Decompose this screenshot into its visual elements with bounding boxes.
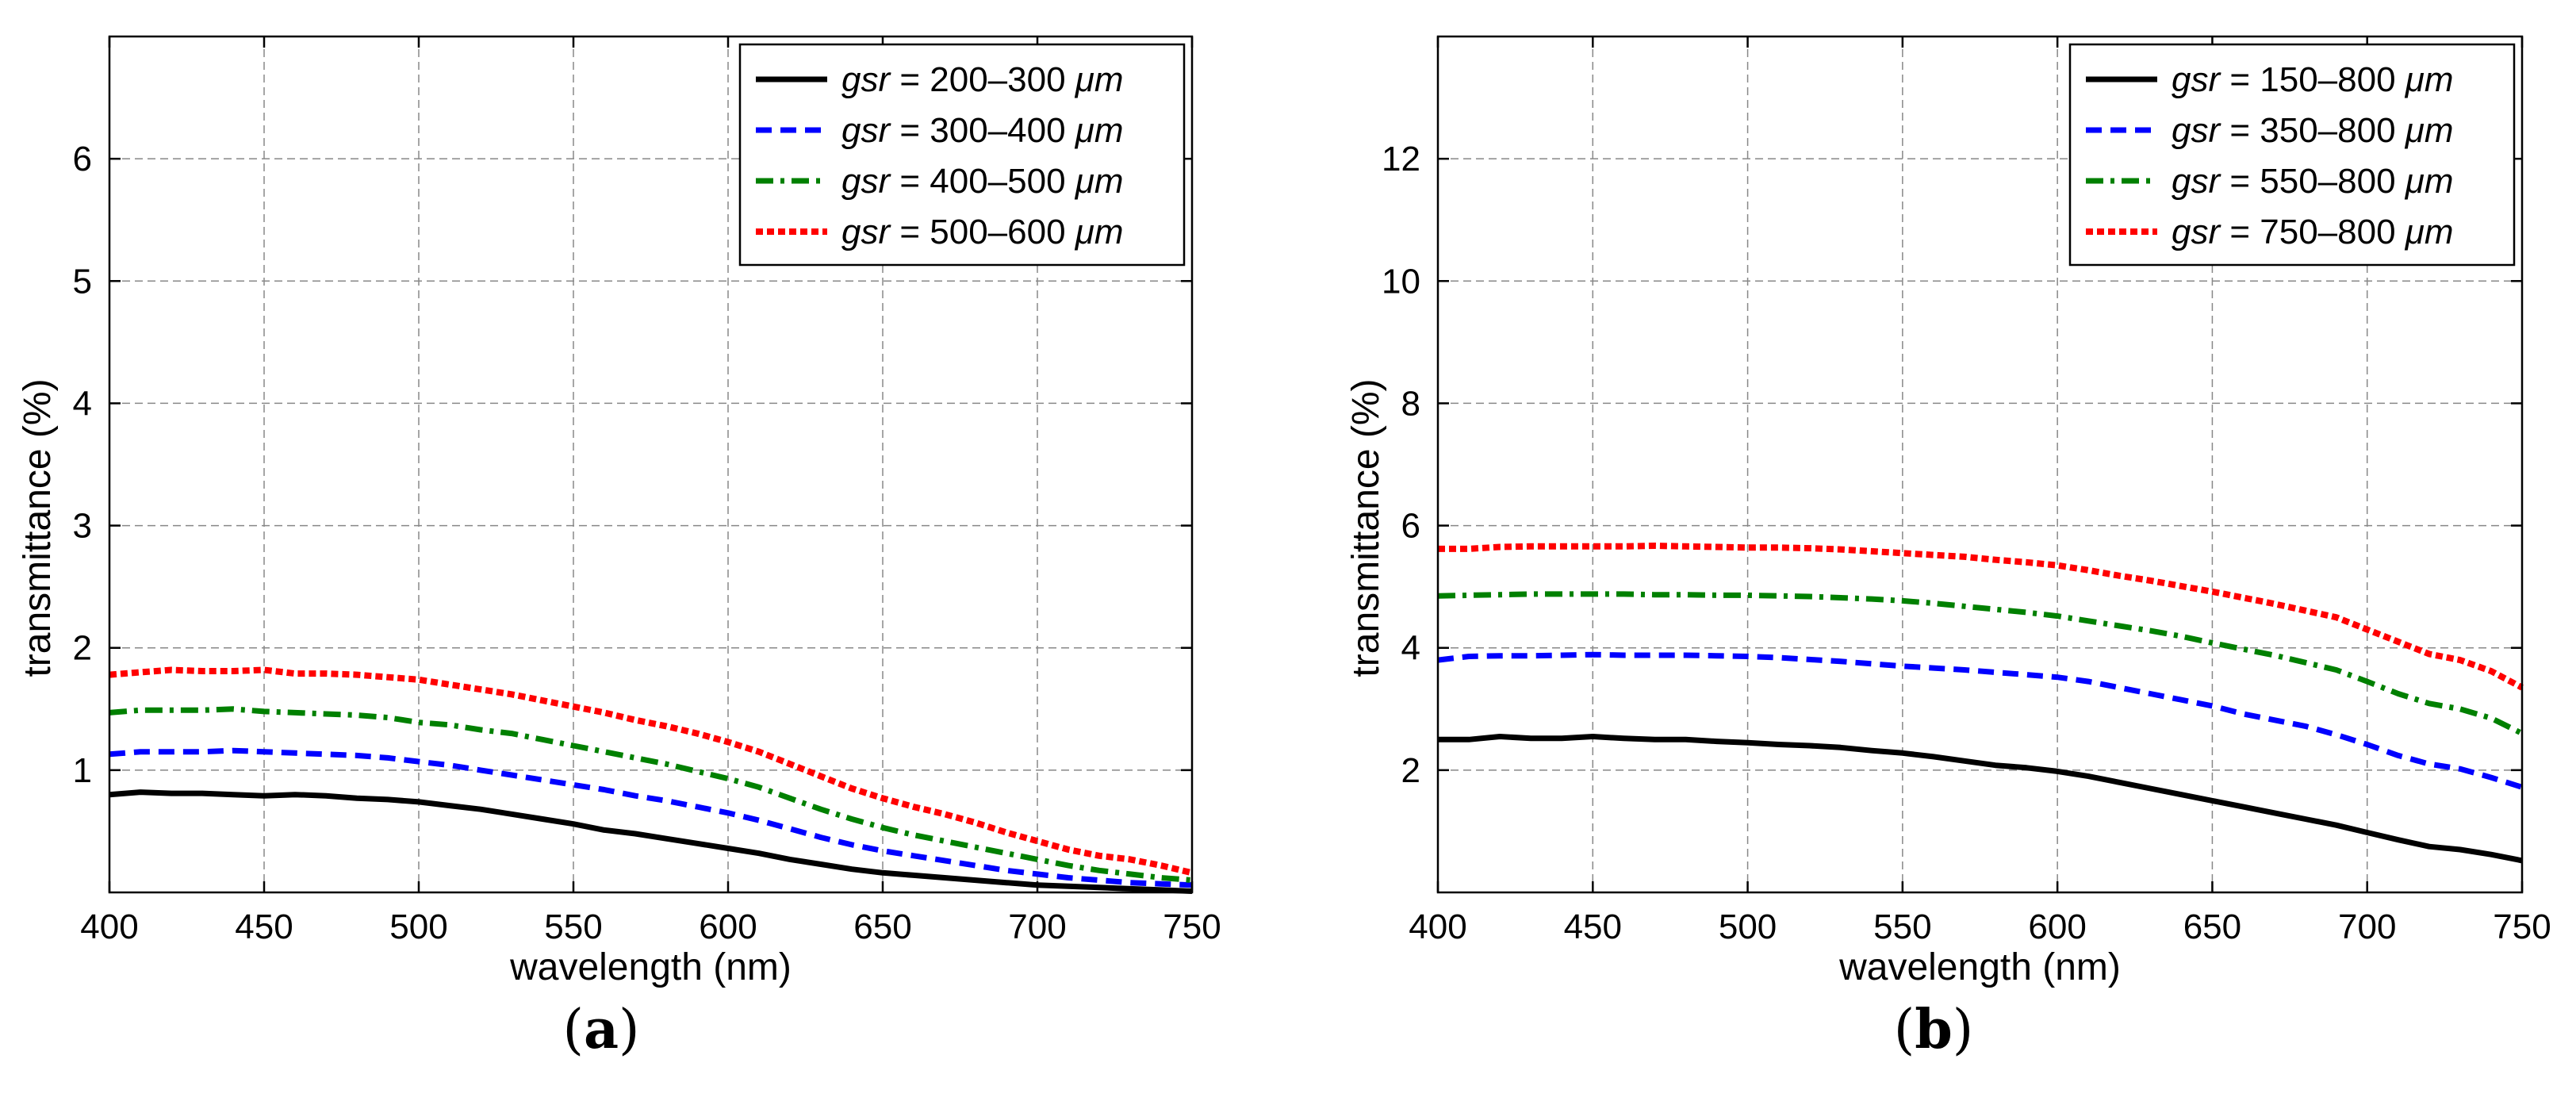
panel-label-a: (a) bbox=[562, 998, 640, 1061]
series-line-1 bbox=[109, 747, 1193, 888]
series-line-0 bbox=[109, 789, 1193, 894]
legend-entry-2: gsr = 550–800 μm bbox=[2172, 162, 2454, 201]
x-tick-label: 700 bbox=[1008, 907, 1066, 946]
x-tick-label: 450 bbox=[1564, 907, 1622, 946]
y-tick-label: 6 bbox=[1401, 507, 1420, 546]
x-axis-label: wavelength (nm) bbox=[1838, 946, 2121, 988]
legend: gsr = 200–300 μm gsr = 300–400 μm gsr = 40… bbox=[738, 43, 1186, 267]
x-tick-label: 550 bbox=[544, 907, 602, 946]
x-tick-label: 750 bbox=[1163, 907, 1221, 946]
legend-entry-1: gsr = 350–800 μm bbox=[2172, 111, 2454, 150]
legend-entry-1: gsr = 300–400 μm bbox=[841, 111, 1124, 150]
chart-b: 400 450 500 550 600 650 700 750 2 4 6 8 10 12 waveleng… bbox=[1345, 35, 2551, 988]
legend: gsr = 150–800 μm gsr = 350–800 μm gsr = 55… bbox=[2068, 43, 2516, 267]
legend-entry-3: gsr = 750–800 μm bbox=[2172, 213, 2454, 251]
chart-a: 400 450 500 550 600 650 700 750 1 2 3 4 5 6 wavelength… bbox=[17, 35, 1221, 988]
y-tick-label: 5 bbox=[73, 262, 92, 301]
series-line-2 bbox=[1437, 591, 2524, 736]
x-tick-label: 400 bbox=[80, 907, 138, 946]
y-tick-label: 12 bbox=[1382, 140, 1420, 178]
legend-entry-0: gsr = 150–800 μm bbox=[2172, 60, 2454, 99]
series-line-0 bbox=[1438, 734, 2523, 864]
x-tick-label: 650 bbox=[2183, 907, 2241, 946]
y-tick-label: 6 bbox=[73, 140, 92, 178]
legend-entry-2: gsr = 400–500 μm bbox=[841, 162, 1124, 201]
y-tick-label: 2 bbox=[1401, 751, 1420, 790]
series-line-3 bbox=[109, 666, 1193, 877]
y-tick-label: 3 bbox=[73, 507, 92, 546]
x-tick-label: 400 bbox=[1409, 907, 1466, 946]
series-line-1 bbox=[1437, 651, 2524, 790]
x-tick-label: 650 bbox=[853, 907, 911, 946]
axes-frame bbox=[108, 35, 1194, 894]
x-axis-label: wavelength (nm) bbox=[509, 946, 792, 988]
y-axis-label: transmittance (%) bbox=[17, 378, 59, 677]
x-tick-label: 450 bbox=[235, 907, 293, 946]
x-tick-label: 750 bbox=[2493, 907, 2551, 946]
y-tick-label: 2 bbox=[73, 629, 92, 668]
y-tick-label: 1 bbox=[73, 751, 92, 790]
y-axis-label: transmittance (%) bbox=[1345, 378, 1387, 677]
panel-label-b: (b) bbox=[1893, 998, 1974, 1061]
x-tick-label: 700 bbox=[2338, 907, 2396, 946]
x-tick-label: 600 bbox=[2028, 907, 2086, 946]
x-tick-label: 550 bbox=[1873, 907, 1931, 946]
axes-frame bbox=[1436, 35, 2524, 894]
x-tick-label: 600 bbox=[699, 907, 757, 946]
series-line-2 bbox=[109, 706, 1193, 884]
y-tick-label: 10 bbox=[1382, 262, 1420, 301]
legend-entry-3: gsr = 500–600 μm bbox=[841, 213, 1124, 251]
x-tick-label: 500 bbox=[389, 907, 447, 946]
y-tick-label: 8 bbox=[1401, 384, 1420, 423]
x-tick-label: 500 bbox=[1719, 907, 1777, 946]
y-tick-label: 4 bbox=[1401, 629, 1420, 668]
series-line-3 bbox=[1438, 543, 2524, 691]
legend-entry-0: gsr = 200–300 μm bbox=[841, 60, 1124, 99]
y-tick-label: 4 bbox=[73, 384, 92, 423]
